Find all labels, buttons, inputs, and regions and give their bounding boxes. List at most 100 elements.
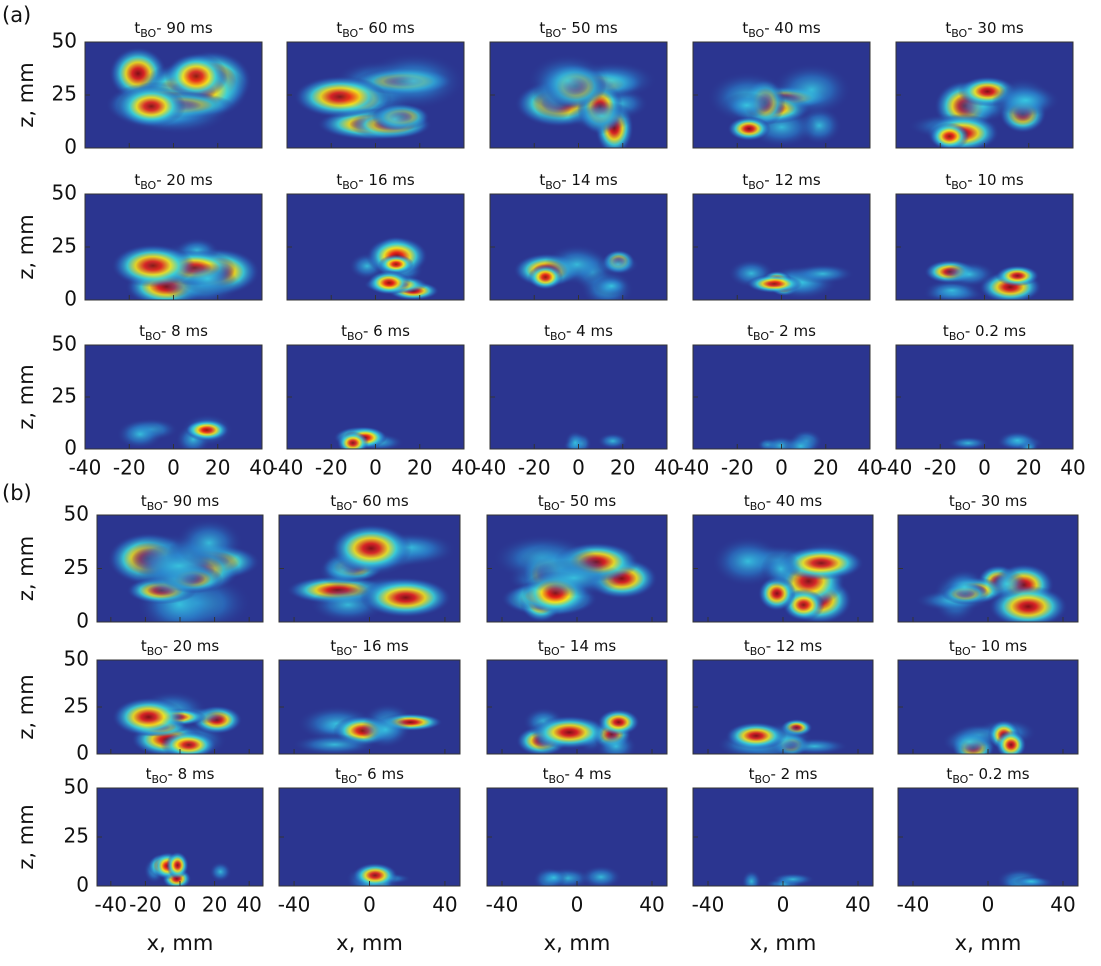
- flame-image: [345, 862, 412, 886]
- title-symbol: t: [945, 171, 951, 189]
- flame-blob: [597, 709, 640, 736]
- x-tick-label: 20: [205, 456, 230, 480]
- flame-blob: [722, 92, 772, 119]
- flame-image: [942, 718, 1037, 754]
- y-tick-label: 25: [64, 824, 89, 848]
- flame-image: [728, 259, 855, 300]
- title-symbol: t: [543, 765, 549, 783]
- title-time: - 20 ms: [156, 171, 213, 189]
- title-subscript: BO: [952, 773, 968, 786]
- flame-blob: [525, 559, 623, 597]
- panel-title: tBO- 4 ms: [543, 765, 612, 787]
- panel: tBO- 16 ms: [286, 171, 465, 301]
- panel: tBO- 2 ms -40 0 40 x, mm: [692, 765, 874, 955]
- x-tick-label: 40: [451, 456, 476, 480]
- title-subscript: BO: [955, 500, 971, 513]
- x-tick-label: -40: [94, 893, 127, 917]
- flame-image: [711, 536, 865, 622]
- panel-title: tBO- 12 ms: [742, 171, 821, 193]
- x-tick-label: 40: [432, 893, 457, 917]
- x-axis-label: x, mm: [336, 931, 403, 955]
- title-subscript: BO: [145, 330, 161, 343]
- title-subscript: BO: [147, 500, 163, 513]
- flame-blob: [791, 263, 855, 284]
- y-tick-label: 25: [64, 555, 89, 579]
- panel: tBO- 6 ms -40 0 40 x, mm: [278, 765, 461, 955]
- panel: tBO- 40 ms: [692, 19, 871, 149]
- x-tick-label: 40: [654, 456, 679, 480]
- x-tick-label: 0: [363, 893, 376, 917]
- flame-blob: [530, 715, 609, 750]
- flame-blob: [564, 430, 586, 449]
- title-subscript: BO: [754, 773, 770, 786]
- panel-title: tBO- 16 ms: [330, 637, 409, 659]
- title-symbol: t: [146, 765, 152, 783]
- title-time: - 6 ms: [363, 322, 410, 340]
- title-time: - 0.2 ms: [965, 322, 1026, 340]
- flame-image: [286, 524, 456, 622]
- flame-blob: [597, 432, 629, 449]
- title-symbol: t: [538, 637, 544, 655]
- flame-blob: [782, 435, 819, 449]
- y-tick-label: 50: [64, 502, 89, 526]
- title-time: - 30 ms: [967, 19, 1024, 37]
- title-symbol: t: [539, 19, 545, 37]
- flame-blob: [580, 865, 622, 886]
- flame-blob: [160, 731, 217, 754]
- panel-title: tBO- 20 ms: [134, 171, 213, 193]
- flame-blob: [771, 63, 852, 117]
- flame-blob: [164, 52, 228, 100]
- panel-title: tBO- 6 ms: [341, 322, 410, 344]
- flame-blob: [942, 728, 998, 754]
- title-subscript: BO: [748, 27, 764, 40]
- x-tick-label: -40: [897, 893, 930, 917]
- x-tick-label: 20: [202, 893, 227, 917]
- title-symbol: t: [539, 171, 545, 189]
- panel: tBO- 14 ms: [489, 171, 668, 301]
- title-time: - 8 ms: [167, 765, 214, 783]
- y-axis-label: z, mm: [14, 804, 38, 869]
- panel: tBO- 0.2 ms -40 0 40 x, mm: [897, 765, 1079, 955]
- title-subscript: BO: [748, 179, 764, 192]
- title-time: - 90 ms: [156, 19, 213, 37]
- panel-title: tBO- 10 ms: [945, 171, 1024, 193]
- panel: tBO- 2 ms -40 -20 0 20 40: [677, 322, 883, 480]
- title-time: - 12 ms: [766, 637, 823, 655]
- flame-image: [105, 46, 252, 135]
- x-tick-label: 40: [249, 456, 274, 480]
- flame-blob: [111, 697, 186, 737]
- x-tick-label: 40: [1050, 893, 1075, 917]
- title-symbol: t: [141, 637, 147, 655]
- title-symbol: t: [141, 492, 147, 510]
- panel-title: tBO- 60 ms: [330, 492, 409, 514]
- flame-blob: [527, 264, 564, 290]
- title-symbol: t: [945, 19, 951, 37]
- flame-blob: [367, 270, 411, 295]
- panel: tBO- 60 ms: [286, 19, 465, 149]
- title-symbol: t: [134, 19, 140, 37]
- title-time: - 4 ms: [564, 765, 611, 783]
- title-subscript: BO: [750, 500, 766, 513]
- title-subscript: BO: [544, 645, 560, 658]
- flame-image: [111, 237, 261, 300]
- flame-image: [563, 430, 629, 449]
- title-subscript: BO: [342, 27, 358, 40]
- title-time: - 40 ms: [766, 492, 823, 510]
- flame-blob: [527, 54, 609, 108]
- y-axis-label: z, mm: [14, 62, 38, 127]
- panel: tBO- 10 ms: [897, 637, 1079, 755]
- panel-title: tBO- 60 ms: [336, 19, 415, 41]
- title-time: - 2 ms: [770, 765, 817, 783]
- x-tick-label: -40: [677, 456, 710, 480]
- flame-blob: [597, 253, 640, 276]
- flame-blob: [987, 569, 1027, 599]
- flame-blob: [174, 518, 244, 568]
- title-time: - 90 ms: [163, 492, 220, 510]
- flame-image: [706, 63, 852, 148]
- panel-title: tBO- 2 ms: [749, 765, 818, 787]
- title-subscript: BO: [147, 645, 163, 658]
- panel: tBO- 20 ms 0 25 50 z, mm: [14, 171, 263, 311]
- title-symbol: t: [747, 322, 753, 340]
- title-symbol: t: [341, 322, 347, 340]
- title-time: - 14 ms: [560, 637, 617, 655]
